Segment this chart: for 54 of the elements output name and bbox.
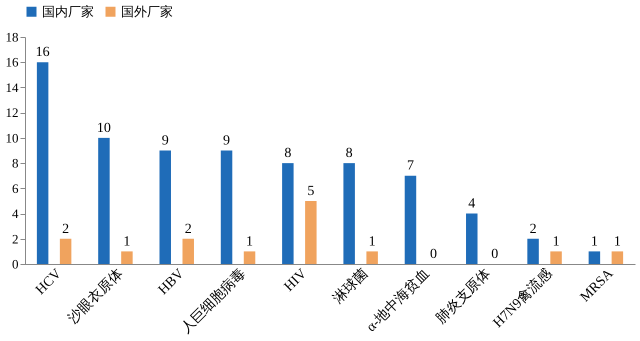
bar <box>282 163 294 264</box>
bar <box>612 251 624 264</box>
bar <box>121 251 133 264</box>
y-tick-label: 4 <box>12 206 19 222</box>
data-label: 8 <box>346 146 353 162</box>
bar <box>588 251 600 264</box>
x-tick-label: 沙眼衣原体 <box>65 266 126 327</box>
bar <box>343 163 355 264</box>
bar <box>404 176 416 264</box>
data-label: 10 <box>96 120 111 136</box>
bar <box>366 251 378 264</box>
data-label: 1 <box>552 234 560 250</box>
bar <box>220 150 232 264</box>
data-label: 9 <box>162 134 169 148</box>
bar <box>182 238 194 264</box>
y-tick-label: 2 <box>12 231 18 246</box>
y-tick-label: 12 <box>6 105 18 120</box>
data-label: 16 <box>36 45 50 60</box>
legend-label: 国外厂家 <box>121 4 173 19</box>
data-label: 0 <box>430 247 437 262</box>
data-label: 9 <box>223 134 230 148</box>
data-label: 1 <box>123 234 130 250</box>
data-label: 1 <box>614 234 621 250</box>
data-label: 4 <box>468 196 476 212</box>
bar <box>60 238 72 264</box>
y-tick-label: 16 <box>6 54 19 70</box>
data-label: 1 <box>246 234 254 250</box>
data-label: 2 <box>62 222 70 237</box>
data-label: 2 <box>530 222 537 237</box>
data-label: 5 <box>307 184 314 199</box>
data-label: 8 <box>284 146 292 162</box>
bar <box>98 138 110 264</box>
data-label: 7 <box>406 158 414 174</box>
bar <box>244 251 256 264</box>
y-tick-label: 18 <box>6 30 18 44</box>
x-tick-label: 淋球菌 <box>330 266 372 307</box>
bar <box>159 150 171 264</box>
x-tick-label: 肺炎支原体 <box>433 266 494 327</box>
y-tick-label: 10 <box>6 130 18 146</box>
data-label: 2 <box>184 222 192 237</box>
x-tick-label: HIV <box>282 266 310 295</box>
data-label: 1 <box>368 234 376 250</box>
data-label: 1 <box>590 234 598 250</box>
legend-label: 国内厂家 <box>42 4 94 19</box>
bar <box>550 251 562 264</box>
bar <box>466 214 478 264</box>
y-tick-label: 6 <box>12 180 19 196</box>
y-tick-label: 8 <box>12 156 18 171</box>
bar <box>36 62 48 264</box>
data-label: 0 <box>491 247 498 262</box>
bar <box>305 200 317 264</box>
y-tick-label: 0 <box>12 256 18 272</box>
bar <box>527 238 539 264</box>
y-tick-label: 14 <box>6 80 19 95</box>
